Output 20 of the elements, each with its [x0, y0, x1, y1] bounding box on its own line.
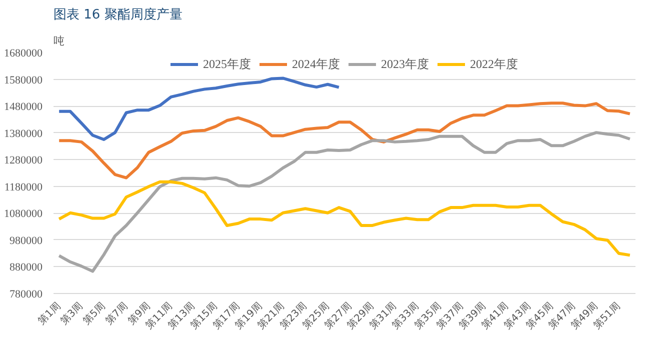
legend-label: 2023年度 — [381, 56, 429, 72]
line-series — [58, 76, 340, 142]
line-series — [58, 131, 632, 273]
y-tick-label: 780000 — [10, 288, 43, 300]
y-tick-label: 980000 — [10, 234, 43, 247]
legend-label: 2025年度 — [203, 56, 251, 72]
y-tick-label: 880000 — [10, 262, 43, 274]
y-tick-label: 1280000 — [4, 154, 43, 167]
y-tick-label: 1680000 — [4, 48, 43, 60]
y-tick-label: 1080000 — [4, 208, 43, 220]
chart-title: 图表 16 聚酯周度产量 — [54, 6, 182, 22]
y-tick-label: 1180000 — [4, 181, 43, 194]
y-tick-label: 1480000 — [4, 101, 43, 114]
y-tick-label: 1580000 — [4, 74, 43, 86]
legend-label: 2024年度 — [292, 56, 340, 72]
y-axis-title: 吨 — [54, 34, 64, 48]
line-series — [58, 180, 632, 257]
y-tick-label: 1380000 — [4, 128, 43, 140]
legend-label: 2022年度 — [470, 56, 518, 72]
line-series — [58, 102, 632, 180]
